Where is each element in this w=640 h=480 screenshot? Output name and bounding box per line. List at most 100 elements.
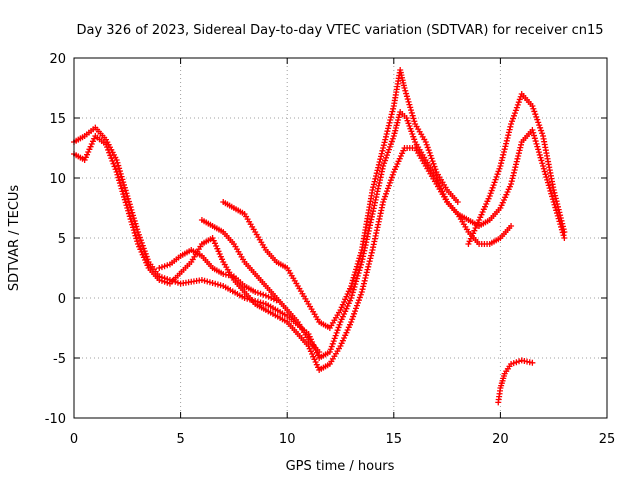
data-point — [513, 104, 520, 111]
data-point — [390, 105, 397, 112]
data-point — [554, 201, 561, 207]
data-point — [503, 140, 510, 147]
data-point — [107, 152, 114, 159]
data-point — [348, 292, 355, 299]
data-point — [468, 233, 475, 239]
data-point — [353, 266, 360, 273]
data-point — [204, 278, 211, 285]
data-point — [390, 133, 397, 139]
data-point — [252, 289, 259, 295]
data-point — [350, 313, 357, 320]
data-point — [511, 110, 518, 117]
data-point — [552, 192, 559, 199]
data-point — [486, 193, 493, 199]
data-point — [551, 189, 558, 196]
y-tick-label: -10 — [45, 412, 66, 427]
data-point — [406, 101, 413, 108]
data-point — [138, 249, 145, 255]
data-point — [405, 98, 412, 105]
data-point — [369, 187, 376, 193]
data-point — [336, 321, 343, 328]
data-point — [483, 201, 490, 207]
data-point — [86, 146, 93, 153]
data-point — [376, 159, 383, 165]
data-point — [497, 163, 504, 169]
data-point — [350, 274, 357, 281]
data-point — [363, 269, 370, 276]
data-point — [509, 175, 516, 182]
data-point — [313, 361, 320, 368]
data-point — [465, 241, 472, 247]
data-point — [110, 160, 117, 167]
data-point — [477, 214, 484, 221]
data-point — [513, 158, 520, 165]
data-point — [114, 171, 121, 178]
data-point — [127, 204, 134, 211]
data-point — [408, 107, 415, 114]
data-point — [411, 136, 418, 143]
data-point — [270, 296, 277, 303]
data-point — [410, 115, 417, 122]
data-point — [353, 305, 360, 312]
data-point — [500, 149, 507, 155]
x-tick-label: 15 — [386, 432, 403, 447]
data-point — [355, 270, 362, 277]
data-point — [353, 278, 360, 285]
data-point — [141, 248, 148, 255]
data-point — [366, 258, 373, 265]
x-tick-label: 5 — [176, 432, 184, 447]
data-point — [410, 133, 417, 140]
data-point — [365, 261, 372, 267]
data-point — [368, 249, 375, 256]
data-point — [372, 175, 379, 182]
data-point — [517, 144, 524, 151]
data-point — [329, 340, 336, 347]
data-point — [139, 251, 146, 258]
data-point — [314, 364, 321, 371]
data-point — [338, 304, 345, 311]
data-point — [515, 150, 522, 157]
data-point — [550, 187, 557, 193]
data-point — [344, 327, 351, 333]
data-point — [548, 190, 555, 197]
data-point — [384, 188, 391, 195]
data-point — [136, 234, 143, 241]
data-point — [105, 146, 112, 153]
data-point — [556, 209, 563, 216]
data-point — [198, 277, 205, 283]
data-point — [355, 258, 362, 265]
data-point — [388, 111, 395, 118]
data-point — [244, 295, 251, 302]
data-point — [493, 173, 500, 180]
data-point — [545, 182, 552, 189]
data-point — [471, 227, 478, 234]
data-point — [382, 133, 389, 140]
data-point — [89, 138, 96, 145]
data-point — [309, 351, 316, 357]
data-point — [428, 155, 435, 162]
data-point — [339, 301, 346, 308]
data-point — [541, 168, 548, 175]
data-point — [306, 345, 313, 352]
data-point — [515, 153, 522, 159]
data-point — [326, 349, 333, 355]
data-point — [342, 296, 349, 303]
data-point — [388, 138, 395, 145]
data-point — [121, 184, 128, 191]
data-point — [557, 212, 564, 219]
data-point — [368, 252, 375, 259]
data-point — [406, 123, 413, 129]
data-point — [116, 177, 123, 184]
data-point — [373, 173, 380, 179]
data-point — [135, 231, 142, 238]
data-marks — [71, 67, 568, 406]
data-point — [403, 90, 410, 97]
data-point — [365, 263, 372, 270]
data-point — [514, 101, 521, 108]
data-point — [332, 332, 339, 339]
x-tick-label: 25 — [599, 432, 616, 447]
data-point — [364, 266, 371, 273]
data-point — [121, 181, 128, 188]
data-point — [505, 186, 512, 193]
data-point — [134, 238, 141, 245]
